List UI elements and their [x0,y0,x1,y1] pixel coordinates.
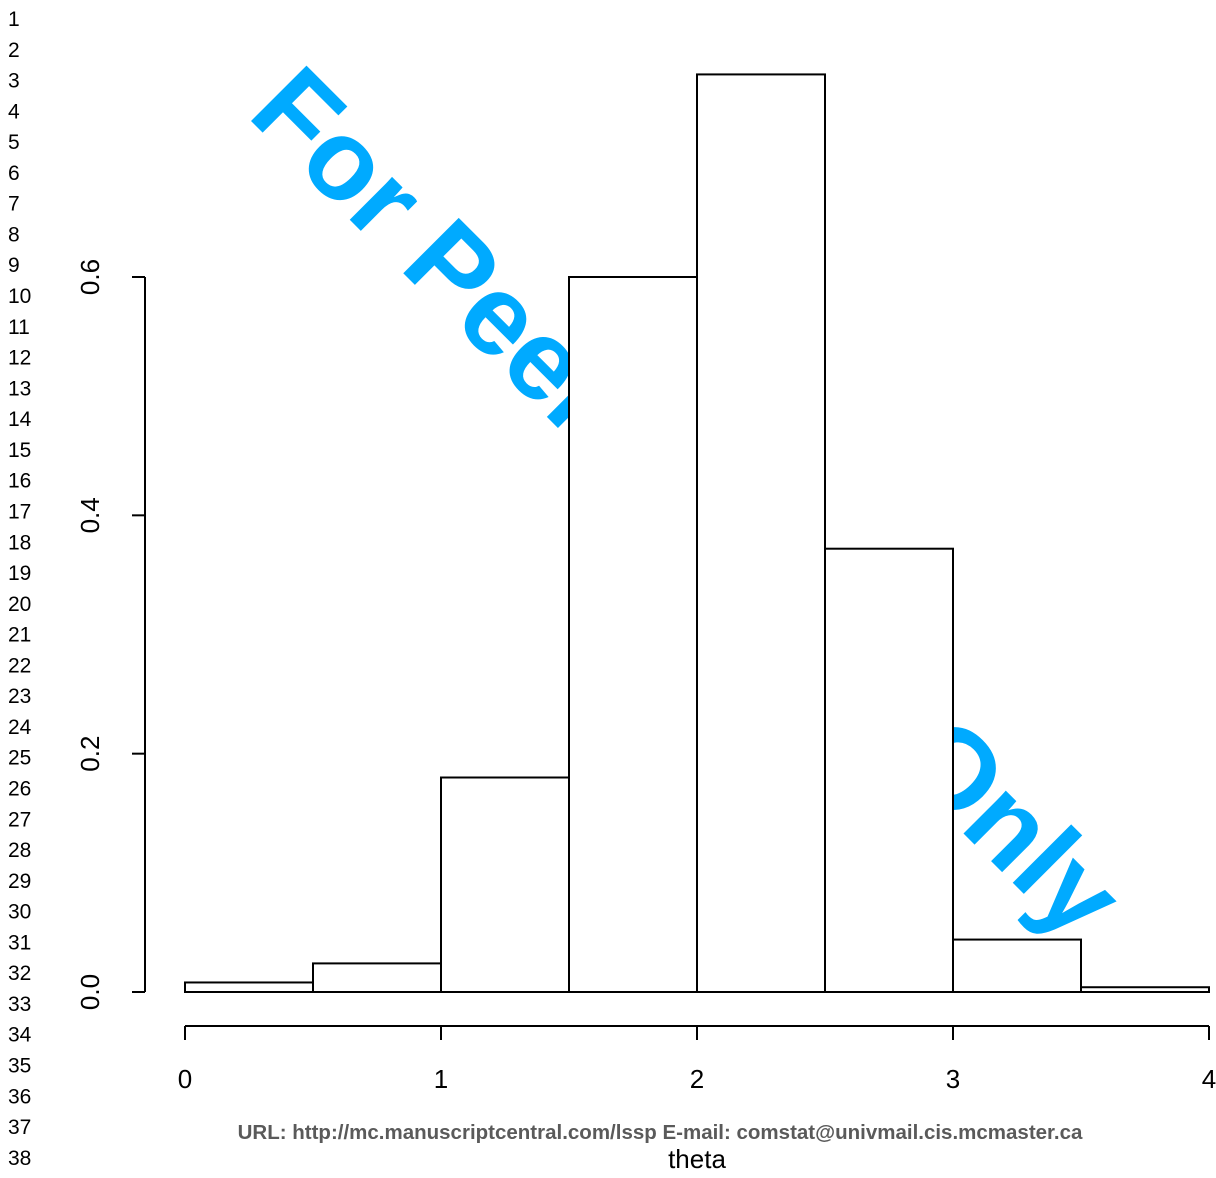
histogram-bar [952,938,1082,993]
histogram-bars [184,73,1210,994]
line-number: 28 [8,839,31,862]
line-number: 15 [8,439,31,462]
footer-url-email: URL: http://mc.manuscriptcentral.com/lss… [238,1121,1083,1144]
line-number: 19 [8,562,31,585]
line-number: 34 [8,1024,32,1047]
line-number: 30 [8,901,31,924]
line-number: 37 [8,1116,31,1139]
histogram-bar [696,73,826,993]
line-number: 18 [8,531,31,554]
line-number: 12 [8,347,31,370]
y-tick-label: 0.0 [75,974,105,1010]
x-tick-label: 4 [1202,1064,1216,1094]
x-tick-label: 1 [434,1064,448,1094]
line-number: 20 [8,593,31,616]
line-number: 23 [8,685,31,708]
line-number: 38 [8,1147,31,1170]
x-axis: 0 1 2 3 4 [178,1025,1216,1094]
line-number: 13 [8,377,31,400]
line-number: 10 [8,285,31,308]
line-number: 5 [8,131,20,154]
y-tick-label: 0.6 [75,259,105,295]
y-tick-label: 0.4 [75,497,105,533]
x-axis-label: theta [668,1144,726,1174]
line-number: 36 [8,1085,31,1108]
histogram-bar [312,962,442,994]
line-number: 1 [8,8,20,31]
line-number: 27 [8,808,31,831]
histogram-bar [1080,986,1210,994]
x-tick-label: 0 [178,1064,192,1094]
line-number: 4 [8,100,20,123]
histogram-bar [184,981,314,994]
y-tick-label: 0.2 [75,736,105,772]
line-number: 26 [8,778,31,801]
line-number: 6 [8,162,20,185]
line-number: 8 [8,223,20,246]
histogram-bar [568,276,698,993]
line-number: 25 [8,747,31,770]
line-numbers: 1234567891011121314151617181920212223242… [8,8,32,1170]
line-number: 33 [8,993,31,1016]
line-number: 14 [8,408,32,431]
line-number: 29 [8,870,31,893]
line-number: 17 [8,500,31,523]
line-number: 24 [8,716,32,739]
line-number: 35 [8,1055,31,1078]
histogram-bar [440,776,570,993]
x-tick-label: 2 [690,1064,704,1094]
line-number: 9 [8,254,20,277]
line-number: 21 [8,624,31,647]
line-number: 31 [8,931,31,954]
line-number: 2 [8,39,20,62]
line-number: 3 [8,70,20,93]
x-tick-label: 3 [946,1064,960,1094]
y-axis: 0.0 0.2 0.4 0.6 [75,259,146,1010]
histogram-bar [824,547,954,993]
line-number: 22 [8,654,31,677]
line-number: 32 [8,962,31,985]
line-number: 11 [8,316,30,339]
line-number: 7 [8,193,20,216]
line-number: 16 [8,470,31,493]
